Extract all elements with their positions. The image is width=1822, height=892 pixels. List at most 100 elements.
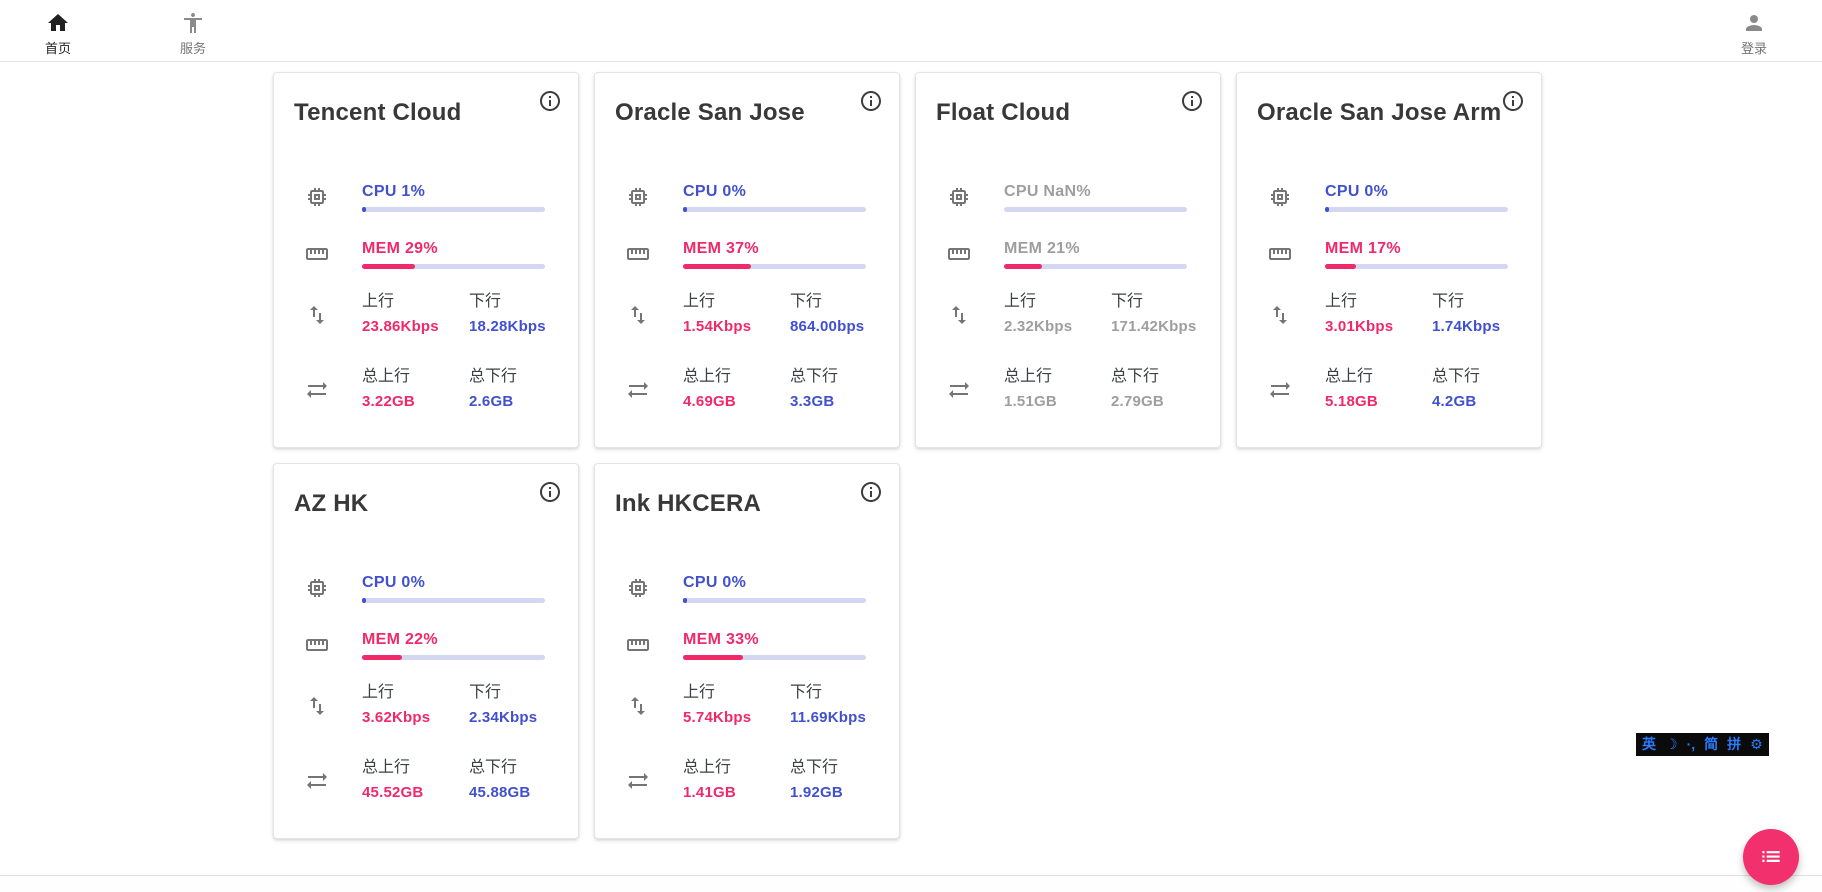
ruler-icon <box>947 242 971 266</box>
ime-settings-gear-icon[interactable]: ⚙ <box>1750 736 1763 752</box>
nav-item-home[interactable]: 首页 <box>18 0 98 61</box>
download-label: 下行 <box>790 293 823 310</box>
total-download-label: 总下行 <box>1111 368 1160 385</box>
cpu-meter: CPU 0% <box>683 572 866 603</box>
upload-value: 3.62Kbps <box>362 709 431 726</box>
info-icon[interactable] <box>538 89 562 113</box>
speed-row: 上行 1.54Kbps 下行 864.00bps <box>626 291 866 339</box>
upload-speed: 上行 23.86Kbps <box>362 291 469 339</box>
info-icon[interactable] <box>1501 89 1525 113</box>
cpu-progress-track <box>362 207 545 212</box>
ruler-icon <box>626 633 650 657</box>
cpu-progress-fill <box>1325 207 1329 212</box>
server-list-fab[interactable] <box>1743 829 1799 885</box>
swap-horiz-icon <box>626 378 650 402</box>
cpu-meter: CPU 0% <box>1325 181 1508 212</box>
total-download-label: 总下行 <box>469 368 518 385</box>
download-label: 下行 <box>469 293 502 310</box>
cpu-usage-label: CPU 0% <box>362 574 426 591</box>
mem-progress-track <box>362 264 545 269</box>
ime-punctuation-toggle[interactable]: ·, <box>1686 736 1696 752</box>
download-speed: 下行 1.74Kbps <box>1432 291 1500 339</box>
mem-meter: MEM 21% <box>1004 238 1187 269</box>
mem-row: MEM 37% <box>626 238 866 269</box>
cpu-progress-fill <box>683 598 687 603</box>
nav-item-login[interactable]: 登录 <box>1714 0 1794 61</box>
server-name: Oracle San Jose <box>615 99 805 126</box>
mem-usage-label: MEM 22% <box>362 631 438 648</box>
mem-progress-fill <box>362 264 416 269</box>
total-download-value: 4.2GB <box>1432 393 1477 410</box>
ime-lang-toggle[interactable]: 英 <box>1642 736 1656 752</box>
swap-horiz-icon <box>947 378 971 402</box>
total-upload: 总上行 1.41GB <box>683 757 790 805</box>
cpu-row: CPU 1% <box>305 181 545 212</box>
download-value: 11.69Kbps <box>790 709 867 726</box>
mem-progress-fill <box>362 655 403 660</box>
upload-value: 23.86Kbps <box>362 318 439 335</box>
cpu-chip-icon <box>305 576 329 600</box>
nav-item-services[interactable]: 服务 <box>153 0 233 61</box>
total-upload-value: 5.18GB <box>1325 393 1378 410</box>
cpu-meter: CPU 0% <box>362 572 545 603</box>
download-value: 171.42Kbps <box>1111 318 1197 335</box>
mem-usage-label: MEM 29% <box>362 240 438 257</box>
mem-usage-label: MEM 37% <box>683 240 759 257</box>
server-name: AZ HK <box>294 490 369 517</box>
mem-meter: MEM 37% <box>683 238 866 269</box>
mem-progress-track <box>1004 264 1187 269</box>
accessibility-icon <box>181 11 205 35</box>
footer-divider <box>0 875 1822 892</box>
mem-progress-track <box>1325 264 1508 269</box>
download-label: 下行 <box>1111 293 1144 310</box>
ime-pinyin-toggle[interactable]: 拼 <box>1727 736 1742 752</box>
cpu-progress-fill <box>362 207 366 212</box>
cpu-row: CPU 0% <box>626 572 866 603</box>
info-icon[interactable] <box>859 89 883 113</box>
upload-label: 上行 <box>1004 293 1037 310</box>
total-upload-value: 1.51GB <box>1004 393 1057 410</box>
download-speed: 下行 171.42Kbps <box>1111 291 1196 339</box>
cpu-chip-icon <box>947 185 971 209</box>
total-download-value: 3.3GB <box>790 393 835 410</box>
swap-vert-icon <box>626 694 650 718</box>
speed-row: 上行 5.74Kbps 下行 11.69Kbps <box>626 682 866 730</box>
ime-moon-icon[interactable]: ☽ <box>1665 736 1678 752</box>
cpu-progress-track <box>362 598 545 603</box>
cpu-chip-icon <box>626 185 650 209</box>
speed-row: 上行 3.62Kbps 下行 2.34Kbps <box>305 682 545 730</box>
mem-progress-track <box>683 264 866 269</box>
cpu-progress-track <box>1325 207 1508 212</box>
swap-horiz-icon <box>626 769 650 793</box>
ruler-icon <box>1268 242 1292 266</box>
cpu-usage-label: CPU 0% <box>683 183 747 200</box>
cpu-chip-icon <box>626 576 650 600</box>
cpu-row: CPU 0% <box>1268 181 1508 212</box>
total-download-label: 总下行 <box>469 759 518 776</box>
swap-horiz-icon <box>305 769 329 793</box>
cpu-chip-icon <box>1268 185 1292 209</box>
total-download-label: 总下行 <box>790 759 839 776</box>
mem-progress-fill <box>1004 264 1043 269</box>
cpu-usage-label: CPU 1% <box>362 183 426 200</box>
total-download-value: 2.6GB <box>469 393 514 410</box>
total-upload-label: 总上行 <box>683 368 732 385</box>
upload-label: 上行 <box>683 684 716 701</box>
upload-speed: 上行 3.62Kbps <box>362 682 469 730</box>
cpu-row: CPU NaN% <box>947 181 1187 212</box>
total-download-value: 1.92GB <box>790 784 843 801</box>
mem-usage-label: MEM 21% <box>1004 240 1080 257</box>
cpu-progress-track <box>683 598 866 603</box>
ime-simplified-toggle[interactable]: 简 <box>1704 736 1719 752</box>
info-icon[interactable] <box>538 480 562 504</box>
cpu-row: CPU 0% <box>305 572 545 603</box>
total-upload: 总上行 5.18GB <box>1325 366 1432 414</box>
upload-label: 上行 <box>362 293 395 310</box>
info-icon[interactable] <box>859 480 883 504</box>
cpu-usage-label: CPU NaN% <box>1004 183 1091 200</box>
total-row: 总上行 4.69GB 总下行 3.3GB <box>626 366 866 414</box>
mem-progress-fill <box>683 655 744 660</box>
total-upload: 总上行 3.22GB <box>362 366 469 414</box>
info-icon[interactable] <box>1180 89 1204 113</box>
download-label: 下行 <box>1432 293 1465 310</box>
